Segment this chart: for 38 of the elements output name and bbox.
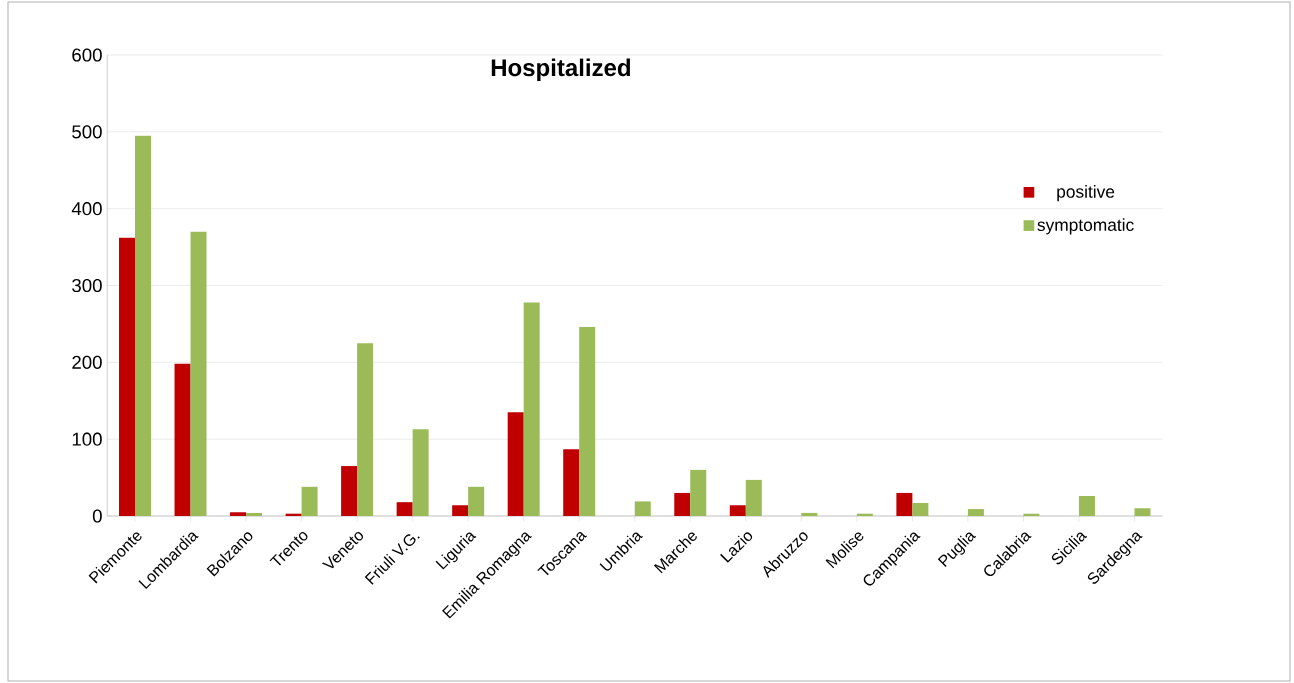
bar [729, 505, 746, 516]
legend-label: positive [1057, 185, 1115, 202]
bar [1078, 496, 1095, 516]
bar [1134, 508, 1151, 516]
bar [119, 237, 136, 516]
y-tick-label: 400 [71, 202, 102, 216]
bar [190, 231, 207, 516]
bar [174, 363, 191, 516]
bar [135, 135, 152, 516]
bar [246, 512, 263, 516]
bar [912, 502, 929, 516]
bar [674, 492, 691, 516]
y-tick-label: 500 [72, 125, 102, 139]
bar [690, 469, 707, 516]
bar [896, 492, 913, 516]
bar [301, 486, 318, 516]
bar [579, 326, 596, 516]
bar [745, 479, 762, 516]
bar [563, 449, 580, 516]
legend-label: symptomatic [1037, 218, 1134, 235]
bar [801, 512, 818, 516]
bar [967, 509, 984, 516]
bar [230, 512, 247, 516]
bar [396, 502, 413, 516]
y-tick-label: 0 [92, 509, 102, 523]
y-tick-label: 300 [72, 278, 102, 293]
bar [507, 412, 524, 516]
bar [468, 486, 485, 516]
chart-title: Hospitalized [491, 58, 630, 81]
bar [341, 466, 358, 516]
y-tick-label: 200 [72, 355, 102, 369]
bar [634, 501, 651, 516]
y-tick-label: 100 [72, 432, 102, 446]
y-tick-label: 600 [72, 48, 102, 62]
bar [523, 302, 540, 516]
bar [357, 343, 374, 516]
bar [452, 505, 469, 516]
bar [412, 429, 429, 516]
